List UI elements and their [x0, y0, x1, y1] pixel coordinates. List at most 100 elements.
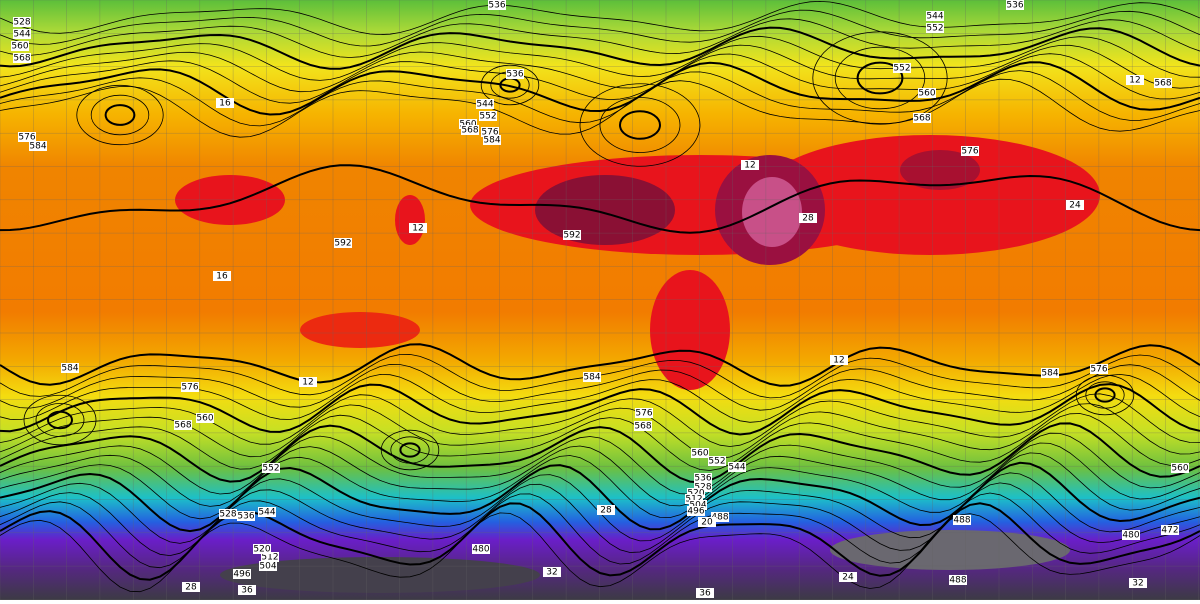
contour-ring [856, 61, 904, 95]
contour-label: 568 [913, 114, 930, 124]
contour-ring [76, 84, 164, 146]
label-box [29, 141, 47, 151]
label-box [685, 494, 703, 504]
label-box [711, 512, 729, 522]
label-box [949, 575, 967, 585]
label-box [13, 29, 31, 39]
label-box [696, 588, 714, 598]
contour-ring [399, 442, 421, 458]
contour-label: 576 [961, 147, 978, 157]
contour-label: 560 [918, 89, 935, 99]
contour-label: 12 [412, 224, 423, 234]
label-box [1161, 525, 1179, 535]
contour-line [0, 403, 1200, 460]
contour-label: 496 [233, 570, 250, 580]
contour-label: 592 [563, 231, 580, 241]
label-box [233, 569, 251, 579]
contour-label: 584 [61, 364, 78, 374]
label-box [689, 500, 707, 510]
label-box [741, 160, 759, 170]
contour-label: 560 [11, 42, 28, 52]
label-box [799, 213, 817, 223]
contour-label: 536 [488, 1, 505, 11]
label-box [698, 517, 716, 527]
contour-ring [90, 94, 150, 136]
contour-label: 504 [689, 501, 706, 511]
label-box [839, 572, 857, 582]
label-box [635, 408, 653, 418]
contour-label: 496 [687, 507, 704, 517]
label-box [694, 473, 712, 483]
label-box [728, 462, 746, 472]
contour-ring [23, 394, 97, 446]
contour-label: 584 [1041, 369, 1058, 379]
contour-label: 24 [842, 573, 854, 583]
contour-label: 568 [461, 126, 478, 136]
contour-label: 472 [1161, 526, 1178, 536]
label-box [253, 544, 271, 554]
contour-line [0, 18, 1200, 58]
label-box [583, 372, 601, 382]
contour-label: 536 [506, 70, 523, 80]
label-box [196, 413, 214, 423]
contour-ring [1075, 374, 1135, 416]
label-box [216, 98, 234, 108]
label-box [472, 544, 490, 554]
contour-label: 576 [181, 383, 198, 393]
contour-line [0, 373, 1200, 423]
label-box [461, 125, 479, 135]
contour-label: 552 [262, 464, 279, 474]
contour-ring [599, 97, 681, 153]
contour-label: 560 [196, 414, 213, 424]
label-box [61, 363, 79, 373]
label-box [694, 482, 712, 492]
contour-label: 36 [241, 586, 253, 596]
contour-line [0, 61, 1200, 116]
label-box [483, 135, 501, 145]
label-box [691, 448, 709, 458]
contour-label: 568 [634, 422, 651, 432]
label-box [1129, 578, 1147, 588]
contour-label: 12 [833, 356, 844, 366]
contour-label: 552 [893, 64, 910, 74]
label-box [476, 99, 494, 109]
label-box [219, 509, 237, 519]
label-box [563, 230, 581, 240]
contour-ring [619, 110, 661, 140]
label-box [459, 119, 477, 129]
label-box [181, 382, 199, 392]
contour-label: 544 [13, 30, 30, 40]
label-box [926, 11, 944, 21]
contour-label: 28 [600, 506, 612, 516]
contour-label: 592 [334, 239, 351, 249]
contour-label: 544 [926, 12, 943, 22]
contour-label: 488 [711, 513, 728, 523]
label-box [953, 515, 971, 525]
label-box [687, 488, 705, 498]
contour-label: 584 [29, 142, 46, 152]
contour-line [0, 461, 1200, 533]
contour-ring [47, 410, 73, 430]
contour-label: 520 [687, 489, 704, 499]
label-box [479, 111, 497, 121]
contour-label: 552 [479, 112, 496, 122]
contour-label: 568 [13, 54, 30, 64]
label-box [334, 238, 352, 248]
label-box [1122, 530, 1140, 540]
contour-label: 528 [694, 483, 711, 493]
contour-ring [104, 104, 136, 126]
contour-ring [390, 436, 430, 464]
label-box [1006, 0, 1024, 10]
contour-line [0, 512, 1200, 593]
contour-label: 576 [18, 133, 35, 143]
contour-label: 512 [685, 495, 702, 505]
contour-line [0, 413, 1200, 471]
label-box [13, 17, 31, 27]
contour-line [0, 26, 1200, 70]
label-box [926, 23, 944, 33]
label-box [174, 420, 192, 430]
label-box [918, 88, 936, 98]
contour-line [0, 0, 1200, 36]
